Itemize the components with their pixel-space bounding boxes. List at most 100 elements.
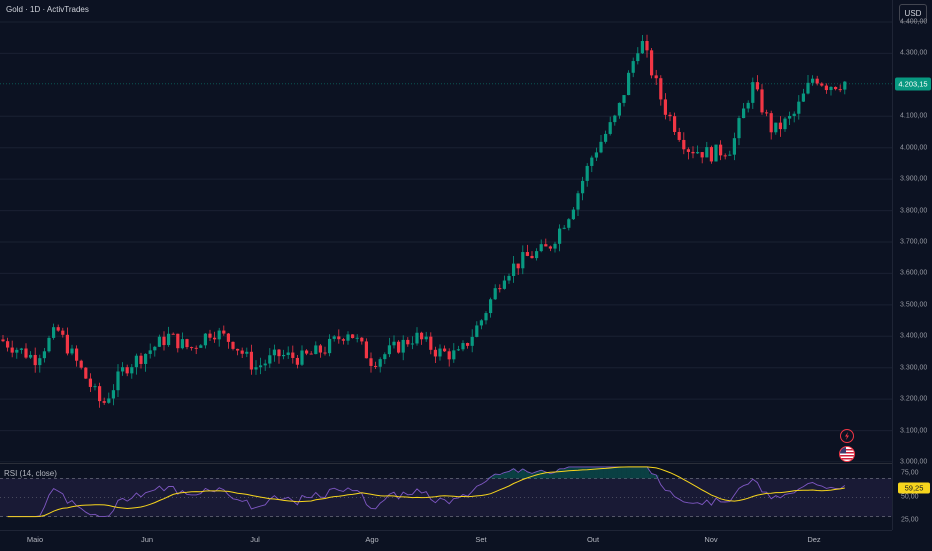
- candle-up: [401, 335, 405, 361]
- rsi-overbought-fill: [557, 468, 562, 479]
- price-tick-label: 3.600,00: [900, 269, 928, 277]
- candle-down: [171, 332, 175, 335]
- candle-up: [42, 348, 46, 363]
- rsi-tick-label: 25,00: [901, 516, 919, 524]
- candle-down: [33, 347, 37, 373]
- candle-up: [148, 343, 152, 359]
- price-tick-label: 3.000,00: [900, 458, 928, 466]
- candle-down: [190, 346, 194, 351]
- candle-down: [231, 341, 235, 351]
- candle-down: [544, 238, 548, 247]
- candle-up: [153, 345, 157, 357]
- price-chart[interactable]: [0, 0, 892, 462]
- candle-up: [728, 150, 732, 156]
- candle-up: [811, 75, 815, 86]
- candle-down: [677, 127, 681, 142]
- price-chart-canvas[interactable]: [0, 0, 892, 462]
- candle-up: [107, 392, 111, 404]
- month-label: Nov: [704, 535, 718, 544]
- us-flag-event-icon[interactable]: [839, 446, 855, 462]
- rsi-overbought-fill: [506, 471, 512, 479]
- candle-up: [571, 207, 575, 220]
- candle-down: [691, 146, 695, 159]
- candle-down: [686, 147, 690, 160]
- candle-up: [539, 239, 543, 253]
- lightning-event-icon[interactable]: [840, 429, 854, 443]
- candle-up: [452, 343, 456, 363]
- rsi-overbought-fill: [511, 468, 516, 479]
- rsi-pane[interactable]: [0, 463, 892, 531]
- candle-down: [249, 344, 253, 375]
- candle-up: [52, 323, 56, 340]
- rsi-overbought-fill: [538, 470, 544, 479]
- month-label: Out: [586, 535, 600, 544]
- candle-up: [746, 100, 750, 113]
- rsi-overbought-fill: [635, 466, 641, 479]
- candle-up: [199, 344, 203, 348]
- candle-down: [820, 82, 824, 87]
- candle-down: [222, 325, 226, 336]
- candle-down: [10, 340, 14, 358]
- rsi-overbought-fill: [552, 472, 558, 479]
- candle-down: [755, 75, 759, 92]
- rsi-overbought-fill: [594, 466, 599, 479]
- candle-up: [217, 327, 221, 347]
- rsi-overbought-fill: [607, 466, 613, 479]
- rsi-title[interactable]: RSI (14, close): [4, 469, 57, 478]
- candle-up: [484, 311, 488, 325]
- rsi-overbought-fill: [571, 466, 576, 479]
- candle-up: [38, 354, 42, 373]
- candle-up: [581, 176, 585, 201]
- candle-down: [824, 83, 828, 94]
- rsi-current-label: 59,25: [898, 482, 930, 494]
- price-tick-label: 3.700,00: [900, 238, 928, 246]
- candle-up: [116, 364, 120, 397]
- candle-up: [705, 141, 709, 158]
- candle-up: [774, 122, 778, 135]
- candle-down: [24, 343, 28, 359]
- candle-down: [778, 116, 782, 137]
- candle-up: [742, 102, 746, 119]
- price-axis[interactable]: [892, 0, 932, 530]
- candle-down: [654, 69, 658, 86]
- candle-down: [208, 329, 212, 341]
- candle-down: [364, 338, 368, 359]
- rsi-overbought-fill: [502, 472, 507, 479]
- rsi-ma-line: [7, 466, 845, 518]
- currency-button[interactable]: USD: [899, 4, 927, 22]
- candle-up: [599, 135, 603, 154]
- time-axis[interactable]: [0, 530, 892, 551]
- candle-up: [567, 218, 571, 231]
- candle-down: [663, 93, 667, 120]
- rsi-overbought-fill: [575, 466, 581, 479]
- candle-up: [585, 163, 589, 187]
- candle-down: [84, 366, 88, 379]
- rsi-overbought-fill: [497, 474, 503, 479]
- price-tick-label: 3.800,00: [900, 207, 928, 215]
- rsi-canvas[interactable]: [0, 464, 892, 531]
- candle-up: [282, 349, 286, 360]
- candle-up: [479, 319, 483, 330]
- candle-down: [516, 263, 520, 275]
- candle-up: [47, 335, 51, 353]
- candle-up: [470, 329, 474, 353]
- candle-down: [226, 332, 230, 349]
- candle-down: [213, 331, 217, 343]
- candle-down: [548, 245, 552, 252]
- candle-down: [668, 112, 672, 122]
- candle-up: [438, 344, 442, 361]
- candle-up: [627, 70, 631, 96]
- candle-down: [406, 337, 410, 347]
- candle-down: [530, 251, 534, 259]
- candle-up: [535, 248, 539, 261]
- candle-down: [88, 373, 92, 393]
- rsi-overbought-fill: [589, 466, 595, 479]
- rsi-overbought-fill: [566, 466, 572, 479]
- candle-down: [760, 84, 764, 115]
- candle-down: [351, 334, 355, 339]
- candle-up: [622, 95, 626, 107]
- candle-up: [410, 336, 414, 350]
- candle-up: [797, 95, 801, 120]
- candle-up: [254, 360, 258, 375]
- candle-up: [111, 384, 115, 406]
